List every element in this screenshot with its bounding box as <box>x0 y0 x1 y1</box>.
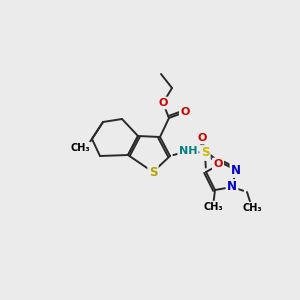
Text: CH₃: CH₃ <box>70 143 90 153</box>
Text: O: O <box>213 159 223 169</box>
Text: O: O <box>180 107 190 117</box>
Text: NH: NH <box>179 146 197 156</box>
Text: CH₃: CH₃ <box>203 202 223 212</box>
Text: CH₃: CH₃ <box>242 203 262 213</box>
Text: N: N <box>231 164 241 176</box>
Text: O: O <box>197 133 207 143</box>
Text: S: S <box>149 166 157 178</box>
Text: N: N <box>227 181 237 194</box>
Text: S: S <box>201 146 209 160</box>
Text: O: O <box>158 98 168 108</box>
